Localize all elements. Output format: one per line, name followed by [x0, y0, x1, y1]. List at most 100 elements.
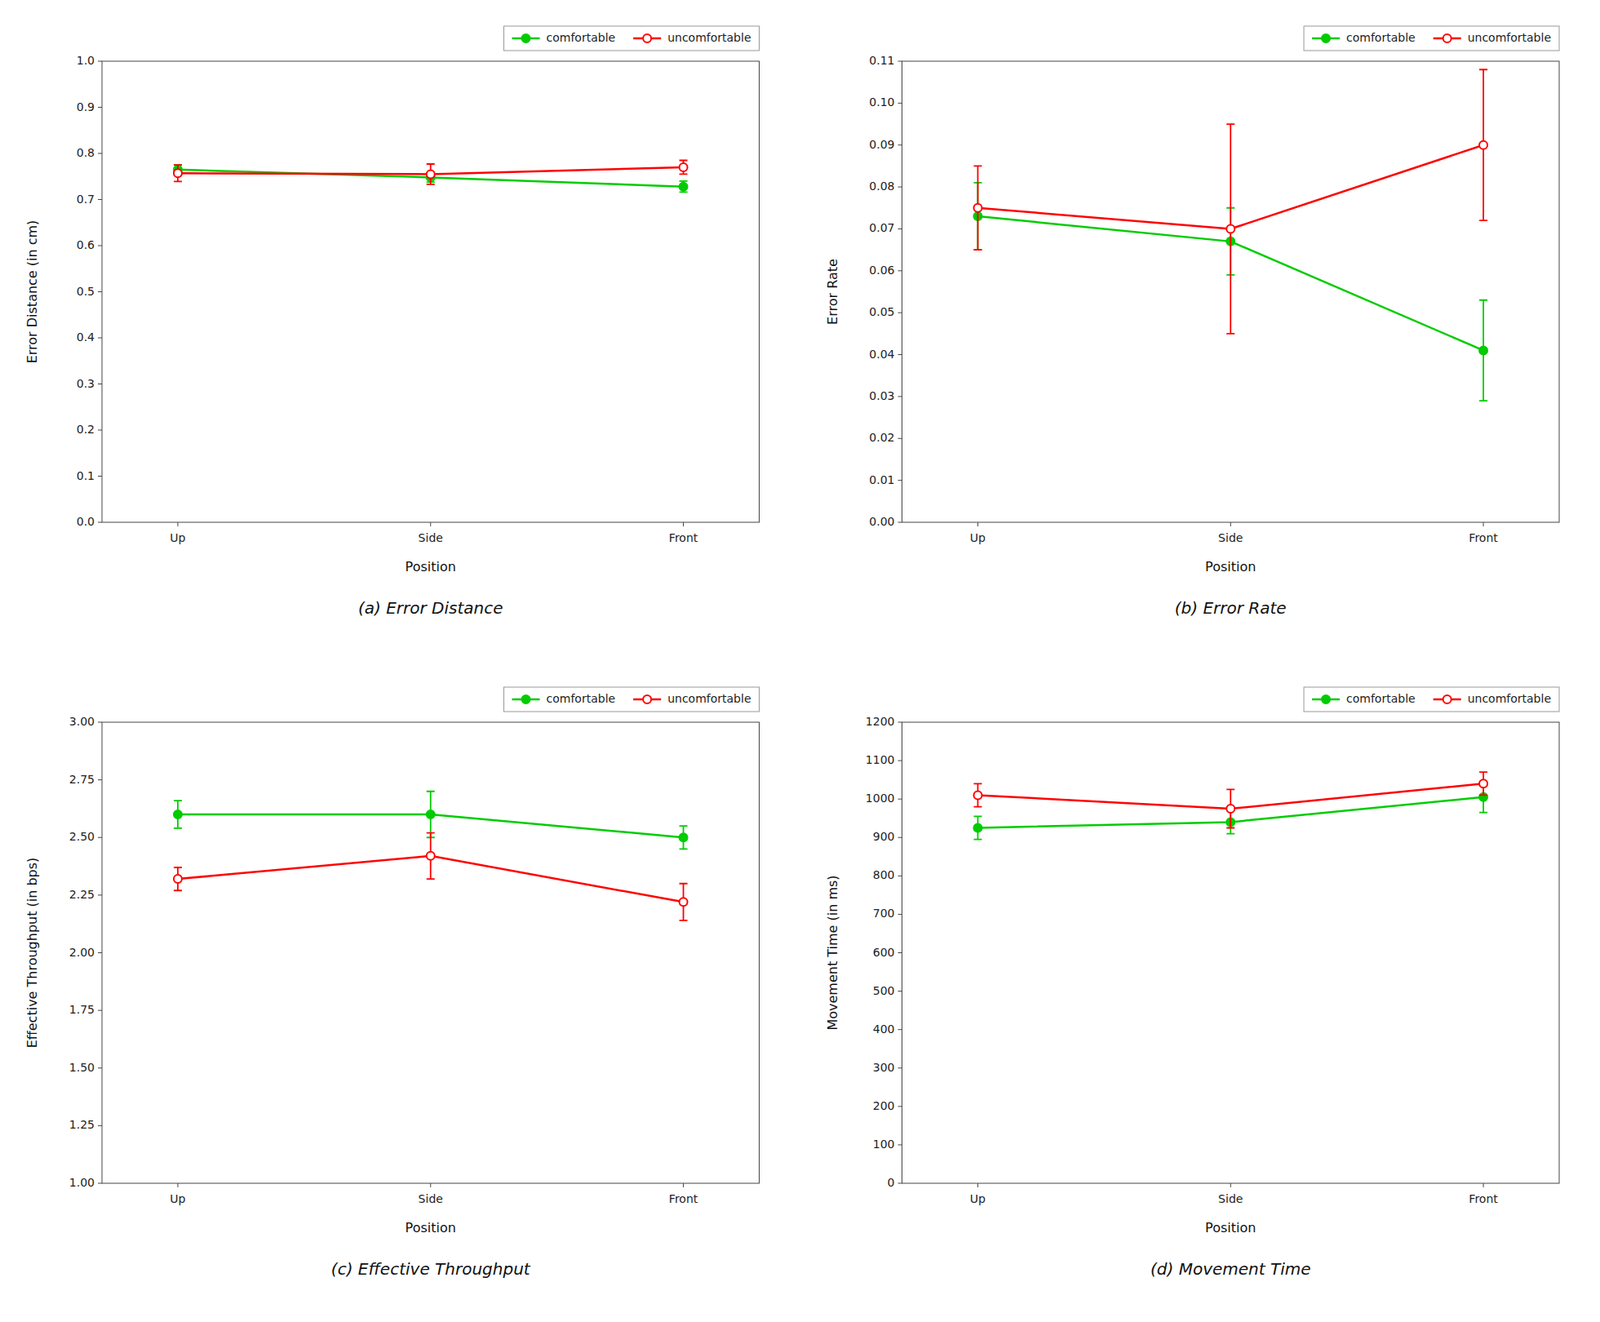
error-bar — [679, 883, 688, 921]
x-tick — [1230, 1183, 1232, 1188]
data-area — [173, 159, 688, 192]
legend-label: uncomfortable — [1467, 691, 1552, 705]
y-tick — [97, 894, 102, 896]
y-tick — [97, 199, 102, 200]
legend-marker — [522, 695, 531, 704]
y-tick-label: 1200 — [865, 714, 896, 728]
y-tick-label: 0.5 — [76, 284, 95, 298]
y-tick — [898, 312, 903, 314]
y-tick — [898, 1105, 903, 1107]
y-tick — [898, 913, 903, 915]
point — [1226, 804, 1235, 813]
y-tick — [898, 228, 903, 230]
panel: 1.001.251.501.752.002.252.502.753.00UpSi… — [24, 686, 760, 1279]
y-tick — [898, 1143, 903, 1145]
point — [679, 833, 688, 842]
point — [426, 851, 435, 860]
y-tick-label: 2.75 — [69, 772, 95, 786]
legend: comfortableuncomfortable — [1303, 686, 1560, 712]
y-tick — [97, 383, 102, 385]
y-tick — [898, 1183, 903, 1184]
error-bar — [1226, 124, 1235, 334]
x-tick-label: Side — [418, 531, 444, 545]
x-axis-label: Position — [1205, 558, 1256, 575]
y-tick-label: 1.25 — [69, 1117, 95, 1131]
y-tick-label: 200 — [873, 1099, 896, 1113]
x-tick — [1230, 522, 1232, 527]
y-tick — [898, 479, 903, 481]
panel-title: (a) Error Distance — [358, 598, 504, 618]
y-tick-label: 0.6 — [76, 238, 95, 252]
y-tick-label: 0.8 — [76, 146, 95, 160]
y-tick — [97, 1125, 102, 1126]
x-tick-label: Up — [169, 1192, 186, 1206]
legend-marker — [522, 34, 531, 43]
y-axis-label: Error Rate — [824, 258, 841, 325]
legend-label: comfortable — [1346, 31, 1416, 45]
error-bar — [973, 815, 982, 839]
y-tick — [97, 837, 102, 838]
error-bar — [426, 833, 435, 880]
y-tick-label: 0.00 — [868, 514, 895, 528]
error-bar — [1479, 69, 1488, 221]
error-bar — [1479, 771, 1488, 795]
legend-marker — [1321, 34, 1330, 43]
legend: comfortable uncomfortable — [1303, 26, 1560, 51]
y-tick — [898, 875, 903, 877]
data-area — [973, 771, 1488, 839]
y-tick-label: 1100 — [865, 753, 896, 767]
y-tick-label: 0.7 — [76, 192, 95, 206]
legend-marker — [642, 695, 652, 704]
point — [679, 897, 688, 906]
legend-box — [504, 26, 760, 51]
y-tick — [898, 186, 903, 188]
plot-frame — [101, 722, 760, 1184]
y-tick-label: 0.2 — [76, 422, 95, 436]
y-tick-label: 700 — [873, 906, 896, 920]
y-tick-label: 1.0 — [76, 53, 95, 67]
y-tick-label: 0.10 — [868, 95, 895, 109]
data-area — [173, 791, 688, 921]
y-tick-label: 0.07 — [868, 221, 895, 235]
y-tick — [97, 429, 102, 431]
x-tick-label: Front — [1468, 531, 1499, 545]
point — [1479, 141, 1488, 150]
legend-label: uncomfortable — [667, 691, 751, 705]
panel: 0.000.010.020.030.040.050.060.070.080.09… — [824, 26, 1561, 618]
x-tick-label: Side — [418, 1192, 444, 1206]
y-tick-label: 0.11 — [868, 53, 895, 67]
legend-marker — [642, 34, 652, 43]
x-tick — [682, 522, 684, 527]
y-tick-label: 900 — [873, 829, 896, 843]
point — [973, 203, 982, 213]
legend-box — [504, 686, 760, 712]
x-tick-label: Front — [669, 1192, 699, 1206]
point — [173, 168, 182, 178]
y-tick — [97, 1010, 102, 1011]
y-tick — [898, 144, 903, 146]
y-tick-label: 600 — [873, 945, 896, 959]
legend-label: uncomfortable — [1467, 31, 1552, 45]
y-tick — [97, 475, 102, 477]
x-tick — [177, 1183, 178, 1188]
error-bar — [1226, 788, 1235, 828]
y-tick-label: 0.04 — [868, 347, 895, 361]
y-tick-label: 0.1 — [76, 469, 95, 483]
x-axis-label: Position — [1205, 1219, 1256, 1236]
figure: 0.00.10.20.30.40.50.60.70.80.91.0UpSideF… — [0, 0, 1600, 1322]
x-tick-label: Up — [970, 1192, 986, 1206]
error-bar — [173, 800, 182, 829]
point — [1226, 224, 1235, 233]
y-tick-label: 1.75 — [69, 1002, 95, 1016]
x-axis-label: Position — [405, 558, 457, 575]
error-bar — [173, 164, 182, 182]
x-tick — [977, 1183, 979, 1188]
x-tick — [682, 1183, 684, 1188]
x-tick-label: Front — [1468, 1192, 1499, 1206]
y-tick — [97, 337, 102, 339]
y-tick-label: 1000 — [865, 791, 896, 805]
y-tick — [97, 722, 102, 723]
y-tick-label: 0.03 — [868, 389, 895, 403]
y-tick — [97, 952, 102, 953]
y-tick — [97, 522, 102, 523]
